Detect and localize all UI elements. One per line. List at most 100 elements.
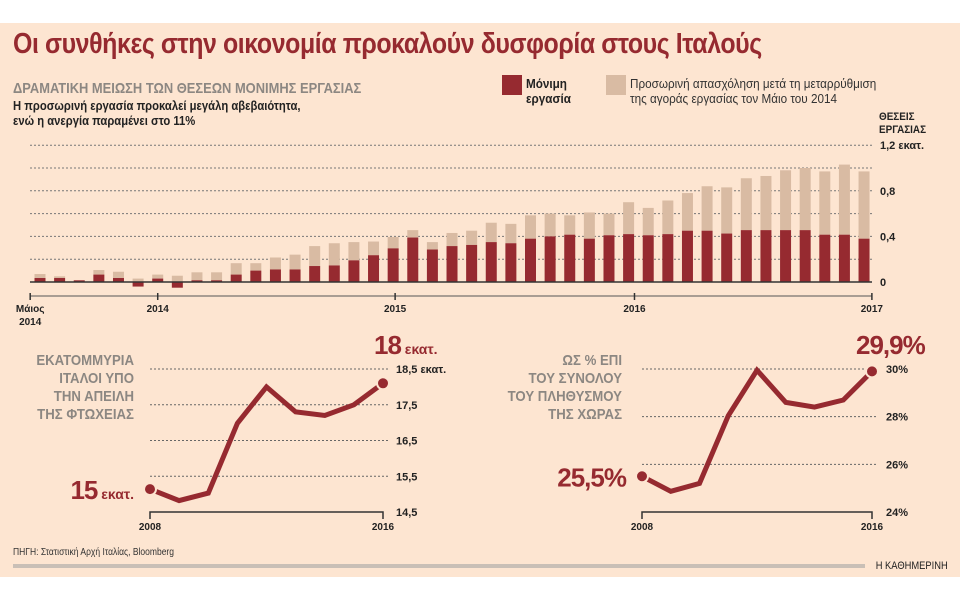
bar-temporary [701, 186, 713, 231]
y-tick-label: 1,2 εκατ. [880, 140, 924, 152]
bar-permanent [525, 238, 536, 282]
bar-temporary [525, 215, 536, 239]
bar-temporary [112, 271, 124, 279]
bar-temporary [93, 270, 105, 275]
bar-temporary [564, 215, 576, 235]
end-point [865, 364, 879, 379]
bar-temporary [446, 232, 458, 247]
bar-permanent [191, 280, 203, 282]
bar-permanent [858, 238, 870, 282]
bar-temporary [250, 263, 262, 271]
bar-permanent [721, 233, 733, 282]
bar-chart-title: ΔΡΑΜΑΤΙΚΗ ΜΕΙΩΣΗ ΤΩΝ ΘΕΣΕΩΝ ΜΟΝΙΜΗΣ ΕΡΓΑ… [13, 80, 362, 97]
bar-temporary [858, 171, 870, 239]
bar-temporary [740, 178, 752, 231]
bar-permanent [387, 248, 399, 282]
bar-permanent [446, 246, 458, 282]
bar-permanent [73, 280, 85, 282]
x-tick-label: 2017 [861, 304, 884, 315]
footer-rule [13, 564, 865, 568]
end-annotation: 18 εκατ. [374, 330, 438, 360]
bar-permanent [54, 278, 66, 282]
y-tick-label: 0,4 [880, 231, 896, 243]
bar-permanent [289, 269, 301, 282]
y-tick-label: 24% [886, 507, 908, 519]
bar-permanent [485, 242, 497, 282]
bar-permanent [603, 235, 615, 282]
bar-temporary [328, 243, 340, 266]
bar-temporary [466, 230, 478, 245]
y-tick-label: 26% [886, 459, 908, 471]
bar-permanent [112, 278, 124, 282]
bar-permanent [230, 274, 242, 282]
y-tick-label: 15,5 [396, 471, 417, 483]
bar-temporary [426, 242, 438, 250]
bar-temporary [760, 175, 772, 231]
line-chart-2-label: ΩΣ % ΕΠΙ ΤΟΥ ΣΥΝΟΛΟΥ ΤΟΥ ΠΛΗΘΥΣΜΟΥ ΤΗΣ Χ… [508, 352, 622, 424]
label-line: ΤΗΣ ΦΤΩΧΕΙΑΣ [37, 406, 134, 423]
bar-permanent [211, 280, 223, 282]
bar-permanent [760, 230, 772, 282]
y-tick-label: 0,8 [880, 186, 895, 198]
bar-temporary [191, 272, 203, 281]
label-line: ΤΟΥ ΣΥΝΟΛΟΥ [528, 370, 622, 387]
label-line: ΤΗΣ ΧΩΡΑΣ [548, 406, 622, 423]
subtitle-line: Η προσωρινή εργασία προκαλεί μεγάλη αβεβ… [13, 99, 301, 113]
bar-permanent [93, 274, 105, 282]
x-tick-label: 2014 [19, 317, 42, 328]
bar-temporary [368, 241, 380, 256]
end-point [376, 376, 390, 391]
x-tick-label: 2016 [861, 522, 884, 533]
data-line [640, 366, 874, 494]
bar-permanent [132, 282, 144, 287]
bar-temporary [171, 275, 183, 282]
bar-temporary [780, 170, 792, 231]
bar-permanent [662, 234, 674, 282]
y-tick-label: 16,5 [396, 436, 417, 448]
bar-temporary [387, 236, 399, 249]
bar-temporary [289, 254, 301, 270]
start-annotation: 25,5% [557, 462, 627, 492]
bar-permanent [740, 230, 752, 282]
y-tick-label: 0 [880, 277, 886, 289]
bar-permanent [250, 270, 262, 282]
label-line: ΩΣ % ΕΠΙ [562, 352, 622, 369]
bar-temporary [681, 193, 693, 231]
bar-temporary [838, 164, 850, 235]
bar-permanent [348, 260, 360, 282]
bar-temporary [309, 246, 321, 267]
y-tick-label: 17,5 [396, 400, 417, 412]
x-tick-label: 2016 [623, 304, 646, 315]
bar-permanent [328, 265, 340, 282]
y-tick-label: 28% [886, 412, 908, 424]
bar-temporary [642, 207, 654, 236]
bar-permanent [269, 269, 281, 282]
bar-temporary [583, 212, 595, 239]
bar-temporary [211, 272, 223, 281]
label-line: ΙΤΑΛΟΙ ΥΠΟ [59, 370, 134, 387]
x-axis-line [149, 511, 384, 519]
data-line [149, 381, 385, 504]
y-label-line: ΘΕΣΕΙΣ [879, 111, 915, 123]
bar-permanent [505, 243, 517, 282]
bar-permanent [681, 230, 693, 282]
label-line: ΤΗΝ ΑΠΕΙΛΗ [53, 388, 134, 405]
infographic-panel [0, 23, 960, 577]
bar-temporary [269, 257, 281, 270]
legend-line: της αγοράς εργασίας τον Μάιο του 2014 [630, 91, 837, 106]
bar-temporary [132, 278, 144, 282]
bar-permanent [564, 234, 576, 282]
x-axis-line [641, 511, 873, 519]
line-chart-1-label: ΕΚΑΤΟΜΜΥΡΙΑ ΙΤΑΛΟΙ ΥΠΟ ΤΗΝ ΑΠΕΙΛΗ ΤΗΣ ΦΤ… [36, 352, 134, 424]
bar-permanent [642, 235, 654, 282]
bar-permanent [838, 234, 850, 282]
bar-permanent [426, 249, 438, 282]
bar-permanent [466, 244, 478, 282]
y-label-line: ΕΡΓΑΣΙΑΣ [879, 124, 927, 136]
bar-permanent [407, 237, 419, 282]
bar-permanent [583, 238, 595, 282]
bar-permanent [171, 282, 183, 288]
start-point [143, 482, 157, 497]
bar-temporary [230, 263, 242, 275]
